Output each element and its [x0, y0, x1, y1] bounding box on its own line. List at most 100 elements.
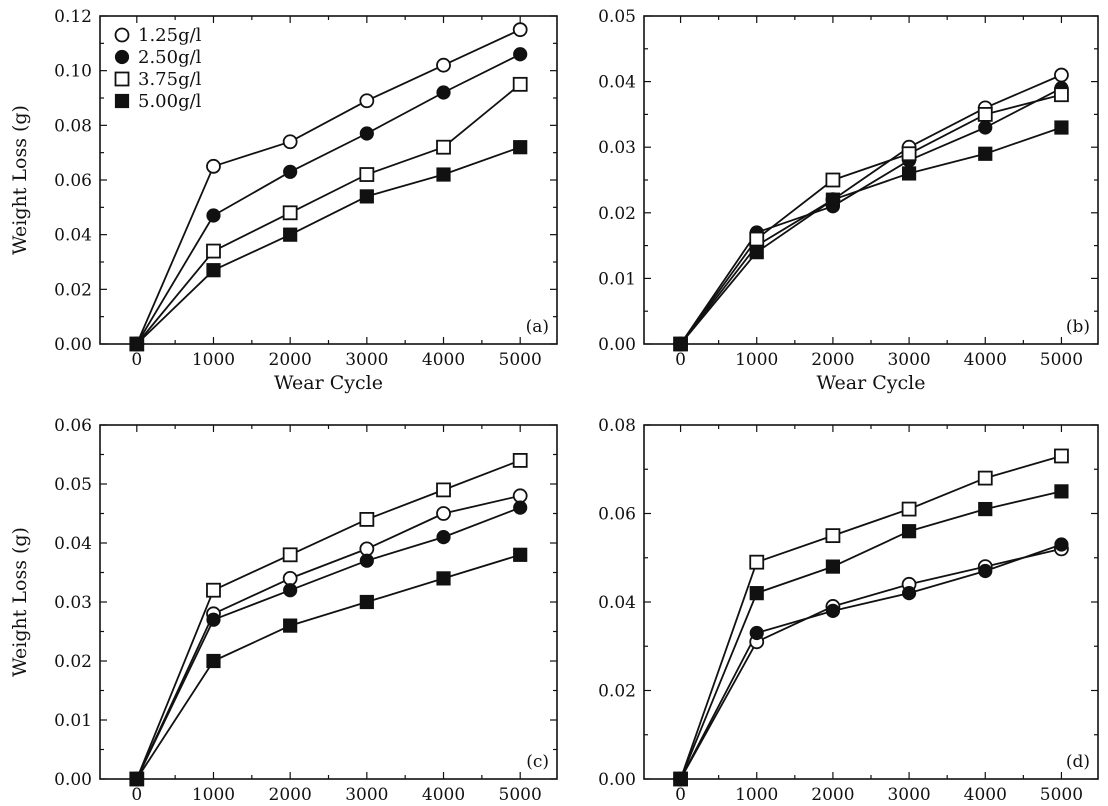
panel-c: 0 1000 2000 3000 4000 5000 0.00 0.01 0.02 0.03 0.0…	[9, 416, 558, 805]
data-point	[206, 653, 221, 669]
x-tick-label: 2000	[269, 785, 312, 805]
y-tick-label: 0.01	[54, 711, 92, 731]
x-tick-label: 3000	[345, 785, 388, 805]
data-point	[901, 586, 917, 601]
data-point	[206, 612, 221, 627]
data-point	[129, 771, 144, 787]
data-point	[825, 192, 841, 207]
y-tick-label: 0.00	[598, 770, 636, 790]
data-point	[825, 603, 841, 618]
legend-marker	[114, 49, 130, 65]
x-axis-label: Wear Cycle	[274, 372, 383, 394]
y-tick-label: 0.02	[598, 204, 636, 224]
series-line	[679, 87, 1062, 345]
data-point	[282, 571, 298, 586]
x-axis-label: Wear Cycle	[817, 372, 926, 394]
y-tick-label: 0.06	[54, 416, 92, 436]
data-point	[512, 76, 528, 92]
data-point	[901, 524, 917, 539]
data-point	[825, 559, 841, 574]
data-point	[512, 22, 528, 38]
data-point	[282, 134, 298, 150]
data-point	[749, 554, 765, 570]
data-point	[206, 582, 221, 598]
x-tick-label: 1000	[192, 785, 235, 805]
data-point	[359, 553, 374, 568]
data-point	[1054, 537, 1069, 552]
series-line	[136, 53, 521, 345]
data-point	[359, 167, 375, 182]
y-tick-label: 0.00	[54, 335, 92, 355]
data-point	[436, 85, 451, 100]
y-tick-label: 0.02	[54, 280, 92, 300]
x-tick-label: 0	[675, 785, 686, 805]
series-line	[679, 490, 1062, 780]
x-tick-label: 5000	[1040, 350, 1083, 370]
data-point	[512, 488, 528, 504]
series-line	[135, 494, 521, 780]
y-tick-label: 0.00	[598, 335, 636, 355]
y-tick-label: 0.03	[598, 138, 636, 158]
data-point	[977, 470, 993, 486]
data-point	[206, 263, 221, 278]
x-tick-label: 3000	[887, 785, 930, 805]
data-point	[436, 571, 451, 586]
data-point	[749, 231, 765, 247]
plot-frame	[643, 15, 1099, 345]
series-line	[679, 455, 1062, 780]
legend-label: 5.00g/l	[138, 91, 202, 112]
data-point	[206, 158, 221, 174]
data-point	[513, 500, 528, 515]
data-point	[1054, 484, 1069, 499]
series-line	[136, 83, 521, 345]
y-tick-label: 0.04	[598, 73, 636, 93]
data-point	[978, 120, 993, 135]
panel-label: (a)	[526, 317, 549, 337]
data-point	[512, 452, 528, 468]
data-point	[436, 57, 451, 73]
panel-a: 0 1000 2000 3000 4000 5000 0.00 0.02 0.04 0.06 0.0…	[9, 7, 558, 394]
data-point	[359, 189, 374, 204]
panel-label: (b)	[1066, 317, 1090, 337]
data-point	[977, 107, 993, 122]
panel-label: (c)	[526, 752, 549, 772]
data-point	[1054, 120, 1069, 135]
data-point	[978, 563, 993, 579]
y-tick-label: 0.04	[54, 226, 92, 246]
y-tick-label: 0.02	[598, 682, 636, 702]
data-point	[436, 139, 451, 155]
series-line	[136, 553, 521, 780]
y-tick-label: 0.04	[598, 593, 636, 613]
x-tick-label: 4000	[964, 785, 1007, 805]
y-axis-label: Weight Loss (g)	[9, 105, 31, 255]
x-tick-label: 3000	[887, 350, 930, 370]
series-line	[679, 543, 1062, 780]
data-point	[1054, 448, 1069, 464]
legend-marker	[114, 27, 130, 43]
legend-label: 3.75g/l	[138, 69, 202, 90]
series-line	[135, 459, 521, 780]
data-point	[978, 501, 993, 517]
series-line	[135, 28, 521, 345]
panel-label: (d)	[1066, 752, 1090, 772]
x-tick-label: 1000	[735, 785, 778, 805]
legend: 1.25g/l2.50g/l3.75g/l5.00g/l	[114, 25, 202, 112]
legend-label: 1.25g/l	[138, 25, 202, 46]
data-point	[359, 93, 375, 109]
series-line	[679, 126, 1062, 345]
panel-b: 0 1000 2000 3000 4000 5000 0.00 0.01 0.02 0.03 0.0…	[598, 7, 1099, 394]
y-tick-label: 0.03	[54, 593, 92, 613]
y-tick-label: 0.05	[598, 7, 636, 27]
data-point	[206, 208, 221, 223]
y-tick-label: 0.01	[598, 269, 636, 289]
data-point	[673, 336, 688, 352]
data-point	[513, 547, 528, 562]
data-point	[901, 501, 917, 517]
series-line	[679, 548, 1062, 780]
series-line	[135, 506, 521, 780]
x-tick-label: 4000	[422, 350, 465, 370]
data-point	[359, 512, 375, 527]
y-tick-label: 0.08	[598, 416, 636, 436]
data-point	[513, 140, 528, 155]
x-tick-label: 1000	[735, 350, 778, 370]
